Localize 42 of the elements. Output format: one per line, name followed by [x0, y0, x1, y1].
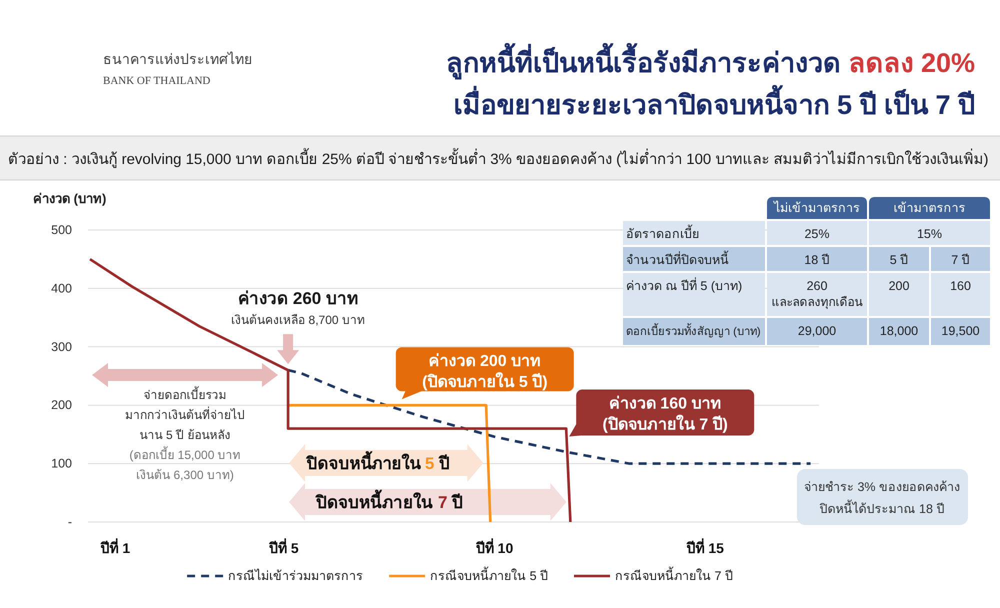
text: 15%	[916, 227, 942, 241]
annotation: ปิดจบหนี้ภายใน 7 ปี	[315, 489, 464, 512]
legend-label: กรณีไม่เข้าร่วมมาตรการ	[228, 569, 364, 583]
text: เข้ามาตรการ	[894, 201, 966, 215]
text: 7 ปี	[951, 253, 970, 267]
annotation: จ่ายชำระ 3% ของยอดคงค้าง ปิดหนี้ได้ประมาณ 18 ปี	[804, 480, 960, 516]
annotation: ค่างวด 160 บาท (ปิดจบภายใน 7 ปี)	[602, 396, 728, 434]
y-axis-title: ค่างวด (บาท)	[33, 191, 106, 206]
annotation: ปิดจบหนี้ภายใน 5 ปี	[305, 451, 450, 473]
legend-label: กรณีจบหนี้ภายใน 7 ปี	[615, 566, 733, 583]
y-tick-label: 300	[51, 340, 72, 354]
annotation: จำนวนปีที่ปิดจบหนี้	[626, 250, 729, 267]
annotation: ค่างวด 200 บาท (ปิดจบภายใน 5 ปี)	[422, 353, 548, 392]
annotation: จ่ายดอกเบี้ยรวม มากกว่าเงินต้นที่จ่ายไป นาน 5 ปี ย้อนหลัง (ดอกเบี้ย 15,000 บาท เงินต้น 6,300 บาท)	[125, 386, 246, 482]
annotation: ค่างวด ณ ปีที่ 5 (บาท)	[626, 277, 742, 293]
annotation: อัตราดอกเบี้ย	[626, 224, 699, 241]
y-tick-label: 100	[51, 456, 72, 471]
text: ไม่เข้ามาตรการ	[773, 201, 860, 215]
text: 200	[888, 279, 910, 293]
annotation: 29,000	[798, 324, 836, 338]
legend-label: กรณีจบหนี้ภายใน 5 ปี	[430, 566, 548, 583]
annotation: 25%	[804, 227, 830, 241]
y-tick-label: 200	[51, 398, 72, 412]
text: 160	[950, 279, 971, 293]
x-tick-label: ปีที่ 15	[685, 538, 724, 556]
annotation: ค่างวด 260 บาท เงินต้นคงเหลือ 8,700 บาท	[231, 289, 365, 328]
x-tick-label: ปีที่ 5	[268, 538, 299, 556]
y-tick-label: -	[68, 515, 72, 529]
text: 18,000	[880, 324, 918, 338]
text: ธนาคารแห่งประเทศไทย	[103, 51, 252, 67]
chart-title: ลูกหนี้ที่เป็นหนี้เรื้อรังมีภาระค่างวด ลดลง 20% เมื่อขยายระยะเวลาปิดจบหนี้จาก 5 ปี เป็น 7 ปี	[446, 42, 975, 120]
text: 19,500	[941, 324, 980, 338]
text: 5 ปี	[890, 253, 908, 267]
chart-subtitle: ตัวอย่าง : วงเงินกู้ revolving 15,000 บาท ดอกเบี้ย 25% ต่อปี จ่ายชำระขั้นต่ำ 3% ของยอดคงค้าง (ไม่ต่ำกว่า 100 บาทและ สมมติว่าไม่มีการเบิกใช้วงเงินเพิ่ม)	[8, 148, 989, 168]
annotation: 260 และลดลงทุกเดือน	[772, 279, 862, 310]
annotation: 18 ปี	[804, 253, 830, 267]
annotation: ดอกเบี้ยรวมทั้งสัญญา (บาท)	[626, 323, 761, 338]
text: BANK OF THAILAND	[103, 75, 210, 87]
y-tick-label: 500	[51, 223, 72, 237]
y-tick-label: 400	[51, 281, 72, 296]
x-tick-label: ปีที่ 1	[99, 538, 130, 556]
x-tick-label: ปีที่ 10	[474, 538, 514, 556]
